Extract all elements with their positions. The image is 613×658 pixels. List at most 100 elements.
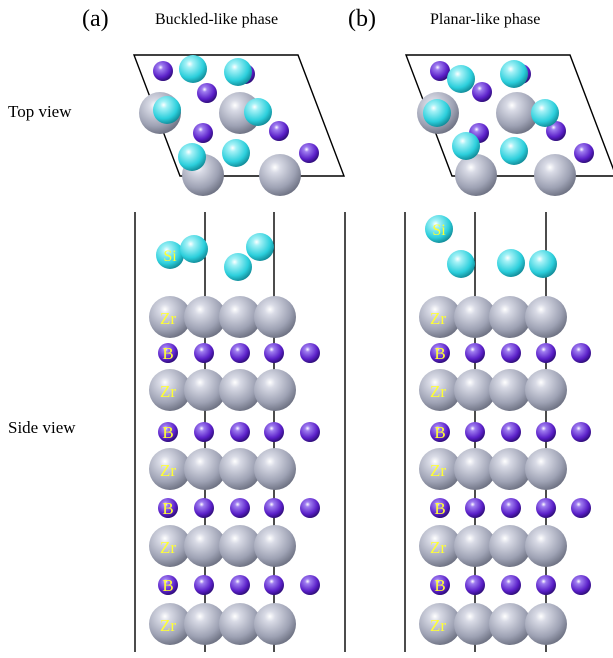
side-b-zr-atom-0-1 xyxy=(454,296,496,338)
side-b-b-atom-1-1 xyxy=(465,343,485,363)
top-a-b-atom-9 xyxy=(299,143,319,163)
side-b-zr-atom-4-0 xyxy=(419,448,461,490)
side-b-b-label-1: B xyxy=(434,344,445,363)
side-b-b-atom-7-4 xyxy=(571,575,591,595)
side-b-zr-atom-6-0 xyxy=(419,525,461,567)
side-b-b-atom-1-2 xyxy=(501,343,521,363)
side-a-si-label: Si xyxy=(163,248,177,265)
side-a-b-atom-7-3 xyxy=(264,575,284,595)
top-a-b-atom-8 xyxy=(269,121,289,141)
side-b-zr-atom-6-1 xyxy=(454,525,496,567)
side-a-b-atom-7-1 xyxy=(194,575,214,595)
side-a-zr-atom-2-3 xyxy=(254,369,296,411)
side-a-si-atom-1 xyxy=(180,235,208,263)
side-a-zr-label-2: Zr xyxy=(160,382,176,401)
side-b-b-atom-5-1 xyxy=(465,498,485,518)
top-b-si-atom-12 xyxy=(423,99,451,127)
side-a-zr-atom-0-1 xyxy=(184,296,226,338)
top-b-b-atom-5 xyxy=(472,82,492,102)
side-a-zr-atom-2-2 xyxy=(219,369,261,411)
side-a-b-atom-1-4 xyxy=(300,343,320,363)
top-a-unit-cell xyxy=(132,54,346,177)
side-a-zr-atom-0-3 xyxy=(254,296,296,338)
side-a-b-label-3: B xyxy=(162,423,173,442)
side-b-b-atom-5-0 xyxy=(430,498,450,518)
top-b-b-atom-8 xyxy=(546,121,566,141)
side-b-zr-atom-6-3 xyxy=(525,525,567,567)
side-a-zr-atom-4-1 xyxy=(184,448,226,490)
top-b-si-atom-10 xyxy=(447,65,475,93)
side-a-zr-atom-8-0 xyxy=(149,603,191,645)
side-b-b-atom-5-2 xyxy=(501,498,521,518)
side-b-b-atom-3-3 xyxy=(536,422,556,442)
top-b-b-atom-4 xyxy=(430,61,450,81)
side-b-si-atom-3 xyxy=(529,250,557,278)
side-b-si-atom-2 xyxy=(497,249,525,277)
panel-b-title: Planar-like phase xyxy=(430,11,541,28)
side-b-b-atom-5-3 xyxy=(536,498,556,518)
side-b-zr-atom-4-2 xyxy=(489,448,531,490)
side-b-zr-atom-8-3 xyxy=(525,603,567,645)
side-b-b-atom-7-1 xyxy=(465,575,485,595)
side-a-b-atom-3-1 xyxy=(194,422,214,442)
top-b-zr-atom-3 xyxy=(534,154,576,196)
side-a-b-atom-7-0 xyxy=(158,575,178,595)
side-b-b-label-7: B xyxy=(434,576,445,595)
side-a-zr-atom-0-2 xyxy=(219,296,261,338)
side-a-b-atom-5-0 xyxy=(158,498,178,518)
side-a-zr-label-0: Zr xyxy=(160,309,176,328)
side-a-b-label-7: B xyxy=(162,576,173,595)
side-b-zr-atom-2-1 xyxy=(454,369,496,411)
top-b-zr-atom-2 xyxy=(455,154,497,196)
side-view-label: Side view xyxy=(8,418,76,437)
side-a-zr-atom-8-1 xyxy=(184,603,226,645)
panel-a-label: (a) xyxy=(82,6,109,32)
side-a-zr-atom-4-0 xyxy=(149,448,191,490)
top-a-b-atom-4 xyxy=(153,61,173,81)
side-b-si-atom-0 xyxy=(425,215,453,243)
side-b-zr-atom-2-0 xyxy=(419,369,461,411)
side-b-b-atom-3-4 xyxy=(571,422,591,442)
top-b-zr-atom-1 xyxy=(496,92,538,134)
side-b-zr-atom-8-0 xyxy=(419,603,461,645)
side-a-si-atom-0 xyxy=(156,241,184,269)
side-a-zr-atom-6-2 xyxy=(219,525,261,567)
side-b-b-atom-7-0 xyxy=(430,575,450,595)
side-b-b-atom-5-4 xyxy=(571,498,591,518)
side-b-zr-label-8: Zr xyxy=(430,616,446,635)
side-b-si-atom-1 xyxy=(447,250,475,278)
side-b-zr-atom-8-2 xyxy=(489,603,531,645)
top-a-si-atom-13 xyxy=(244,98,272,126)
side-b-b-atom-3-1 xyxy=(465,422,485,442)
top-a-si-atom-15 xyxy=(222,139,250,167)
side-a-b-atom-1-2 xyxy=(230,343,250,363)
side-a-b-atom-1-0 xyxy=(158,343,178,363)
side-b-b-label-5: B xyxy=(434,499,445,518)
side-a-si-atom-3 xyxy=(246,233,274,261)
side-a-b-atom-3-4 xyxy=(300,422,320,442)
side-a-zr-atom-4-3 xyxy=(254,448,296,490)
side-a-zr-atom-6-0 xyxy=(149,525,191,567)
top-b-b-atom-9 xyxy=(574,143,594,163)
side-b-b-atom-1-0 xyxy=(430,343,450,363)
side-a-b-atom-5-1 xyxy=(194,498,214,518)
top-a-si-atom-12 xyxy=(153,96,181,124)
side-a-b-atom-1-1 xyxy=(194,343,214,363)
side-a-b-atom-3-3 xyxy=(264,422,284,442)
side-a-b-atom-7-4 xyxy=(300,575,320,595)
side-b-zr-atom-4-3 xyxy=(525,448,567,490)
side-a-b-atom-7-2 xyxy=(230,575,250,595)
side-b-b-atom-3-2 xyxy=(501,422,521,442)
side-a-zr-atom-6-1 xyxy=(184,525,226,567)
side-a-zr-atom-0-0 xyxy=(149,296,191,338)
panel-b-label: (b) xyxy=(348,6,376,32)
side-a-b-label-1: B xyxy=(162,344,173,363)
side-a-zr-label-6: Zr xyxy=(160,538,176,557)
side-b-b-atom-3-0 xyxy=(430,422,450,442)
top-view-label: Top view xyxy=(8,102,72,121)
side-a-zr-label-4: Zr xyxy=(160,461,176,480)
side-b-zr-atom-6-2 xyxy=(489,525,531,567)
side-b-zr-atom-0-2 xyxy=(489,296,531,338)
